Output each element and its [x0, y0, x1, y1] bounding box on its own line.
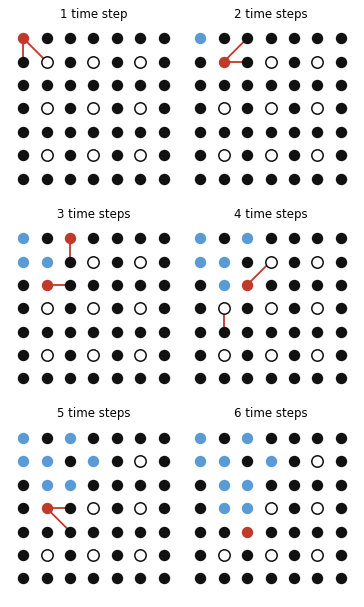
Title: 5 time steps: 5 time steps — [57, 407, 130, 421]
Title: 1 time step: 1 time step — [60, 8, 127, 21]
Title: 6 time steps: 6 time steps — [234, 407, 307, 421]
Title: 4 time steps: 4 time steps — [234, 208, 307, 220]
Title: 3 time steps: 3 time steps — [57, 208, 130, 220]
Title: 2 time steps: 2 time steps — [234, 8, 307, 21]
